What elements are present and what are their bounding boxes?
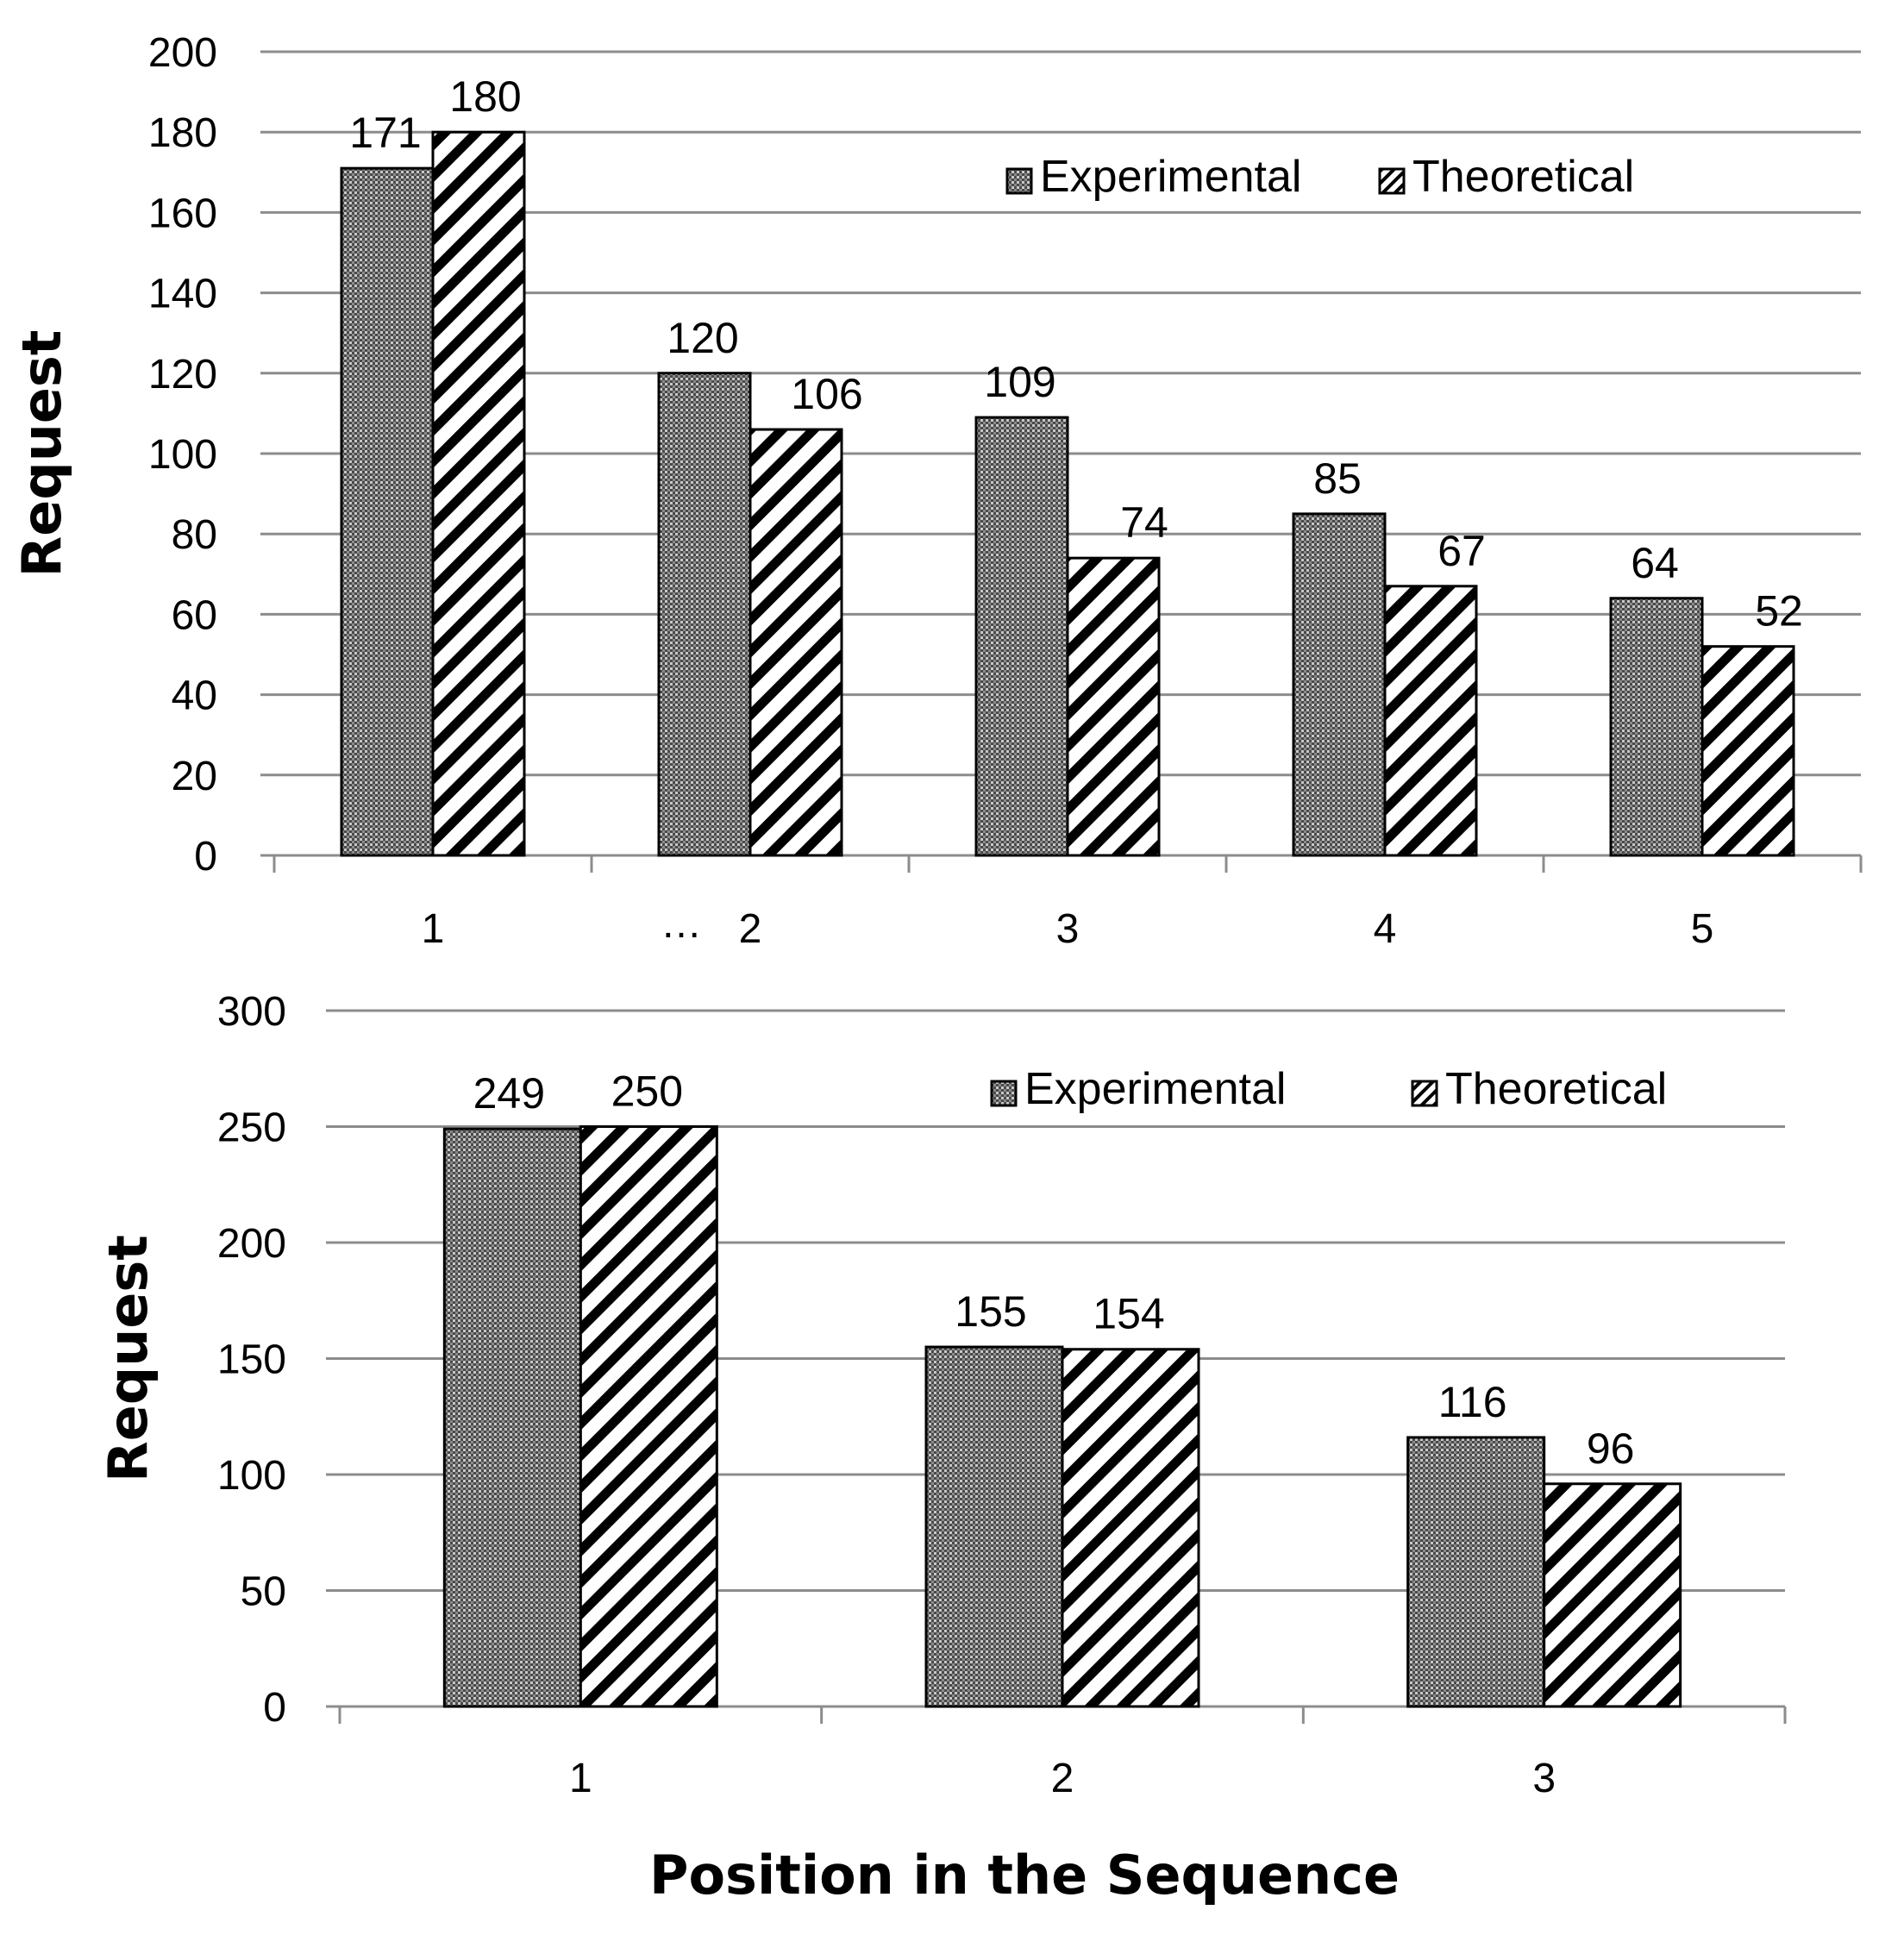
x-tick-label: 5 <box>1691 906 1714 952</box>
legend-label-theoretical: Theoretical <box>1412 152 1634 202</box>
x-tick-label: 2 <box>1051 1756 1074 1801</box>
legend-swatch-experimental <box>990 1080 1018 1107</box>
data-label-theoretical: 52 <box>1755 587 1803 636</box>
x-tick-label: 1 <box>422 906 445 952</box>
y-tick-label: 100 <box>217 1453 286 1499</box>
data-label-theoretical: 74 <box>1120 498 1168 547</box>
x-tick-label: 4 <box>1374 906 1397 952</box>
legend-label-theoretical: Theoretical <box>1445 1064 1667 1114</box>
x-tick-label: 3 <box>1056 906 1080 952</box>
y-tick-label: 140 <box>148 272 217 317</box>
bottom-bar-chart: 0 50 100 150 200 250 300 1 2 3 249 155 116 250 154 96 Ex… <box>97 989 1787 1801</box>
data-label-experimental: 64 <box>1631 539 1679 587</box>
y-tick-label: 80 <box>172 512 217 558</box>
bar-experimental <box>924 1345 1064 1708</box>
data-label-experimental: 120 <box>667 314 738 362</box>
data-label-experimental: 116 <box>1438 1378 1507 1426</box>
data-label-theoretical: 96 <box>1587 1425 1635 1473</box>
y-tick-label: 0 <box>263 1685 286 1731</box>
y-tick-label: 150 <box>217 1337 286 1383</box>
bar-theoretical <box>1383 585 1478 857</box>
x-tick-label: 2 <box>739 906 762 952</box>
top-bar-chart: 0 20 40 60 80 100 120 140 160 180 200 1 2 … 3 4 5 171 120 1… <box>10 30 1863 952</box>
data-label-theoretical: 106 <box>791 370 862 418</box>
y-tick-label: 180 <box>148 110 217 156</box>
x-axis-title: Position in the Sequence <box>649 1844 1400 1907</box>
bar-theoretical <box>1543 1482 1682 1708</box>
bar-experimental <box>442 1127 582 1708</box>
y-tick-label: 200 <box>217 1221 286 1267</box>
y-tick-label: 300 <box>217 989 286 1035</box>
y-tick-label: 50 <box>241 1569 286 1615</box>
data-label-experimental: 109 <box>984 358 1055 406</box>
legend-swatch-theoretical <box>1378 167 1406 195</box>
y-axis-title: Request <box>10 330 73 578</box>
y-tick-label: 60 <box>172 592 217 638</box>
y-tick-label: 200 <box>148 30 217 76</box>
bar-experimental <box>1292 512 1387 857</box>
bar-theoretical <box>1700 645 1795 857</box>
y-tick-label: 20 <box>172 754 217 799</box>
data-label-theoretical: 180 <box>449 72 521 121</box>
y-tick-label: 100 <box>148 432 217 478</box>
data-label-experimental: 249 <box>473 1069 545 1118</box>
legend-label-experimental: Experimental <box>1024 1064 1286 1114</box>
y-tick-label: 0 <box>194 834 217 880</box>
x-tick-label: 3 <box>1532 1756 1556 1801</box>
bar-experimental <box>657 372 752 857</box>
y-tick-label: 160 <box>148 191 217 236</box>
data-label-experimental: 155 <box>955 1287 1026 1336</box>
x-tick-label: 1 <box>569 1756 592 1801</box>
data-label-experimental: 171 <box>349 109 421 157</box>
data-label-theoretical: 154 <box>1093 1290 1164 1338</box>
data-label-theoretical: 67 <box>1437 527 1486 575</box>
bar-experimental <box>340 166 435 857</box>
legend-label-experimental: Experimental <box>1040 152 1301 202</box>
legend: Experimental Theoretical <box>990 1064 1667 1114</box>
y-axis-title: Request <box>97 1235 160 1482</box>
y-tick-label: 40 <box>172 673 217 719</box>
legend-swatch-experimental <box>1005 167 1033 195</box>
x-tick-prefix: … <box>661 901 702 947</box>
bar-experimental <box>1609 597 1704 857</box>
bar-theoretical <box>1061 1348 1200 1708</box>
legend-swatch-theoretical <box>1411 1080 1438 1107</box>
bar-theoretical <box>748 428 843 857</box>
bar-theoretical <box>579 1125 718 1708</box>
legend: Experimental Theoretical <box>1005 152 1634 202</box>
data-label-experimental: 85 <box>1313 454 1362 503</box>
y-tick-label: 120 <box>148 352 217 398</box>
bar-theoretical <box>1066 556 1161 857</box>
data-label-theoretical: 250 <box>611 1068 683 1116</box>
bar-theoretical <box>431 130 526 857</box>
y-tick-label: 250 <box>217 1105 286 1151</box>
bar-experimental <box>1406 1436 1546 1708</box>
bar-experimental <box>974 416 1069 857</box>
